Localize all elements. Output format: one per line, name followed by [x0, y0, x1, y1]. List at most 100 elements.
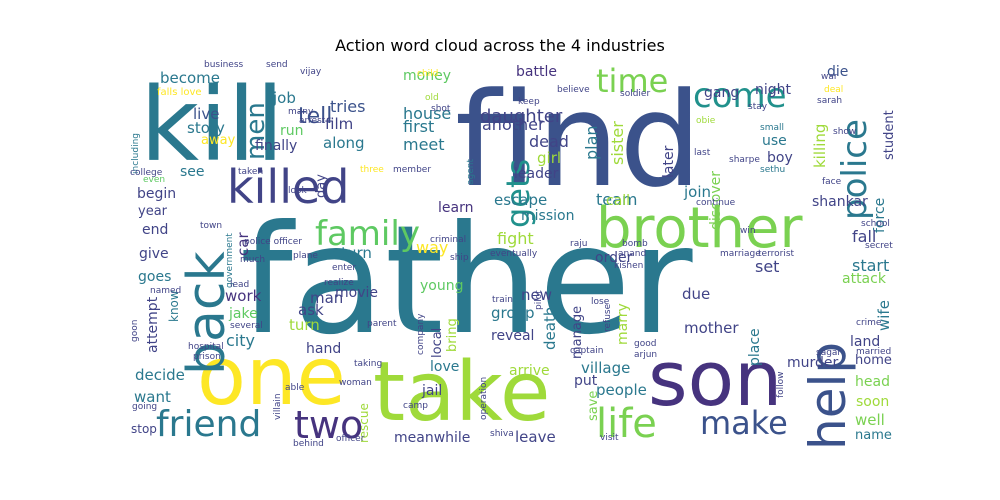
- word-find: find: [455, 64, 702, 216]
- word-work: work: [225, 287, 262, 305]
- word-several: several: [230, 321, 263, 331]
- word-learn: learn: [438, 200, 473, 216]
- word-operation: operation: [479, 377, 489, 420]
- word-sharpe: sharpe: [729, 155, 760, 165]
- word-group: group: [491, 304, 535, 322]
- word-boy: boy: [767, 150, 793, 166]
- word-school: school: [861, 219, 890, 229]
- word-jail: jail: [421, 383, 442, 399]
- word-keep: keep: [518, 97, 540, 107]
- word-man: man: [310, 289, 343, 307]
- word-see: see: [180, 164, 205, 180]
- word-taken: taken: [238, 167, 263, 177]
- word-away: away: [201, 133, 236, 148]
- word-put: put: [574, 373, 598, 389]
- word-captain: captain: [570, 346, 603, 356]
- word-day: day: [314, 174, 329, 198]
- word-obie: obie: [696, 116, 716, 126]
- word-set: set: [755, 257, 779, 276]
- word-pilot: pilot: [534, 290, 544, 310]
- word-criminal: criminal: [430, 235, 466, 245]
- word-year: year: [138, 204, 168, 219]
- word-realize: realize: [324, 278, 354, 288]
- word-want: want: [134, 388, 171, 406]
- word-tries: tries: [330, 97, 365, 116]
- word-town: town: [200, 221, 222, 231]
- word-love: love: [430, 359, 459, 375]
- word-manage: manage: [570, 306, 585, 359]
- word-brother: brother: [596, 196, 804, 261]
- word-good: good: [634, 339, 656, 349]
- word-face: face: [822, 177, 842, 187]
- word-film: film: [325, 115, 353, 133]
- word-child: child: [417, 69, 438, 79]
- word-marry: marry: [615, 303, 631, 345]
- word-college: college: [130, 168, 163, 178]
- word-dead: dead: [529, 132, 569, 151]
- word-married: married: [856, 347, 891, 357]
- word-live: live: [193, 105, 219, 123]
- word-make: make: [700, 404, 788, 442]
- word-friend: friend: [156, 404, 261, 445]
- word-soldier: soldier: [620, 89, 650, 99]
- word-police-officer: police officer: [244, 237, 302, 247]
- word-camp: camp: [403, 401, 428, 411]
- word-villain: villain: [273, 393, 283, 420]
- word-sister: sister: [608, 121, 627, 165]
- word-back: back: [177, 251, 237, 375]
- word-kill: kill: [140, 66, 284, 185]
- word-gets: gets: [499, 159, 537, 228]
- word-discover: discover: [708, 171, 724, 230]
- word-visit: visit: [600, 433, 619, 443]
- word-return: return: [326, 244, 372, 262]
- word-hospital: hospital: [188, 342, 224, 352]
- word-falls-love: falls love: [157, 87, 202, 98]
- word-one: one: [197, 330, 346, 423]
- word-sethu: sethu: [760, 165, 785, 175]
- word-kishen: kishen: [614, 261, 643, 271]
- word-lead: lead: [230, 280, 249, 290]
- word-prison: prison: [193, 352, 221, 362]
- word-crime: crime: [856, 318, 882, 328]
- word-know: know: [167, 290, 181, 322]
- word-continue: continue: [696, 198, 736, 208]
- word-war: war: [821, 72, 838, 82]
- word-home: home: [855, 353, 892, 368]
- word-government: government: [225, 233, 235, 288]
- word-leader: leader: [514, 166, 559, 182]
- word-son: son: [648, 334, 782, 423]
- word-young: young: [420, 278, 463, 294]
- word-men: men: [241, 102, 271, 160]
- word-arjun: arjun: [634, 350, 657, 360]
- word-mission: mission: [521, 208, 574, 224]
- word-three: three: [360, 165, 384, 175]
- word-lose: lose: [591, 297, 610, 307]
- word-land: land: [850, 334, 880, 350]
- word-death: death: [541, 307, 559, 350]
- word-goes: goes: [138, 269, 171, 285]
- word-people: people: [596, 381, 647, 399]
- word-enter: enter: [332, 263, 356, 273]
- word-head: head: [855, 374, 890, 390]
- word-way: way: [416, 238, 448, 257]
- word-decide: decide: [135, 366, 185, 384]
- word-secret: secret: [865, 241, 893, 251]
- word-many: many: [288, 107, 314, 117]
- word-behind: behind: [293, 439, 324, 449]
- word-end: end: [142, 222, 168, 238]
- word-anand: anand: [618, 249, 646, 259]
- word-leave: leave: [515, 428, 556, 446]
- word-attack: attack: [842, 271, 887, 287]
- word-local: local: [430, 328, 445, 358]
- word-first: first: [403, 117, 434, 136]
- word-shot: shot: [431, 104, 451, 114]
- word-officer: officer: [336, 434, 365, 444]
- word-even: even: [143, 175, 165, 185]
- word-name: name: [855, 428, 892, 443]
- word-help: help: [799, 342, 857, 450]
- word-soon: soon: [856, 394, 889, 410]
- word-meanwhile: meanwhile: [394, 430, 470, 446]
- word-use: use: [762, 133, 787, 149]
- word-daughter: daughter: [480, 106, 563, 127]
- word-two: two: [294, 403, 363, 447]
